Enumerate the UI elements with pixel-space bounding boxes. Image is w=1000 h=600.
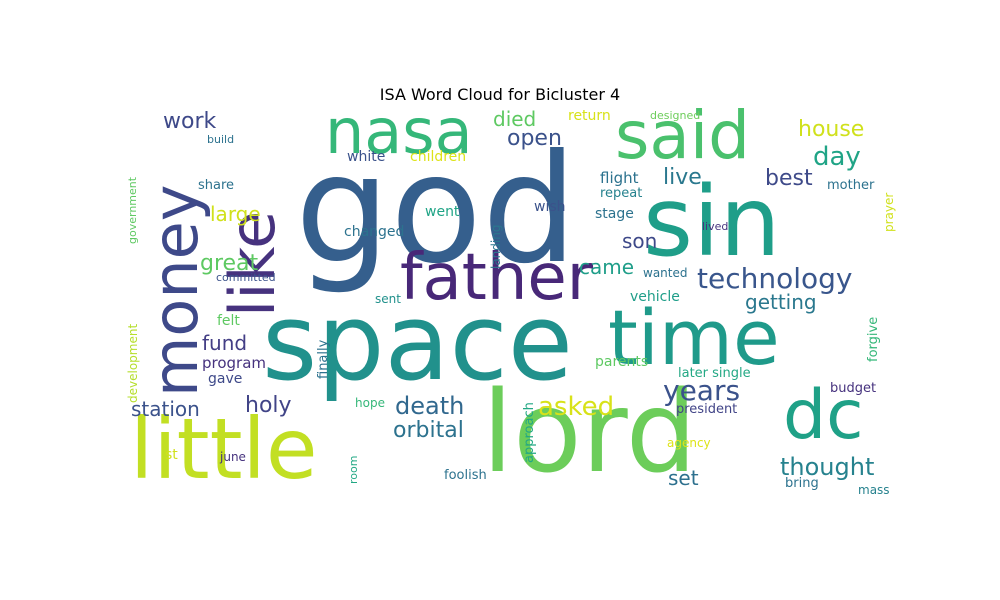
word-sent: sent xyxy=(375,292,401,306)
word-gave: gave xyxy=(208,371,243,387)
word-committed: committed xyxy=(216,271,276,284)
word-wish: wish xyxy=(534,199,566,215)
word-cloud: god space sin time lord little father na… xyxy=(125,107,900,499)
word-st: st xyxy=(165,447,178,463)
word-little: little xyxy=(130,400,318,498)
word-asked: asked xyxy=(538,392,615,422)
word-said: said xyxy=(615,107,751,174)
word-lived: lived xyxy=(702,220,729,233)
word-development: development xyxy=(126,323,140,403)
word-father: father xyxy=(400,241,594,315)
word-children: children xyxy=(410,149,467,165)
word-later-single: later single xyxy=(678,366,751,381)
word-came: came xyxy=(579,255,635,279)
word-holy: holy xyxy=(245,393,292,418)
word-son: son xyxy=(622,229,658,253)
word-foolish: foolish xyxy=(444,468,487,483)
word-share: share xyxy=(198,178,235,193)
word-room: room xyxy=(347,455,360,484)
word-june: june xyxy=(220,450,246,464)
word-dc: dc xyxy=(783,376,864,455)
word-mass: mass xyxy=(858,483,890,497)
word-thought: thought xyxy=(780,453,875,481)
word-prayer: prayer xyxy=(882,192,896,232)
word-died: died xyxy=(493,107,537,131)
word-went: went xyxy=(425,204,460,220)
word-god: god xyxy=(295,123,578,297)
word-stage: stage xyxy=(595,206,634,222)
word-mother: mother xyxy=(827,178,875,193)
word-designed: designed xyxy=(650,109,701,122)
word-station: station xyxy=(131,397,200,421)
word-program: program xyxy=(202,354,267,372)
word-white: white xyxy=(347,149,386,165)
word-flight: flight xyxy=(600,169,639,187)
word-orbital: orbital xyxy=(393,418,464,443)
word-sin: sin xyxy=(643,166,781,278)
word-live: live xyxy=(663,165,702,190)
word-landing: landing xyxy=(489,224,503,269)
word-technology: technology xyxy=(697,262,853,295)
word-approach: approach xyxy=(522,402,537,463)
word-lord: lord xyxy=(482,368,697,498)
word-changed: changed xyxy=(344,224,405,240)
word-build: build xyxy=(207,133,235,146)
word-best: best xyxy=(765,166,813,191)
word-vehicle: vehicle xyxy=(630,289,680,305)
word-government: government xyxy=(126,176,139,244)
word-budget: budget xyxy=(830,381,877,396)
word-house: house xyxy=(798,117,865,142)
word-death: death xyxy=(395,392,465,420)
word-bring: bring xyxy=(785,476,819,491)
word-wanted: wanted xyxy=(643,266,688,280)
word-set: set xyxy=(668,466,699,490)
word-open: open xyxy=(507,126,562,151)
word-nasa: nasa xyxy=(325,107,473,168)
word-space: space xyxy=(262,281,573,404)
word-forgive: forgive xyxy=(866,316,881,362)
word-agency: agency xyxy=(667,436,711,450)
word-large: large xyxy=(210,202,261,226)
word-day: day xyxy=(813,142,861,172)
word-money: money xyxy=(139,184,212,397)
word-felt: felt xyxy=(217,313,240,329)
word-president: president xyxy=(676,402,738,417)
word-years: years xyxy=(663,374,741,407)
word-hope: hope xyxy=(355,396,385,410)
word-return: return xyxy=(568,108,611,124)
word-fund: fund xyxy=(202,331,248,355)
chart-title: ISA Word Cloud for Bicluster 4 xyxy=(379,85,621,104)
word-time: time xyxy=(608,293,780,382)
word-getting: getting xyxy=(745,290,817,314)
word-repeat: repeat xyxy=(600,186,643,201)
word-great: great xyxy=(200,251,259,276)
word-parents: parents xyxy=(595,354,649,370)
word-finally: finally xyxy=(316,339,331,379)
word-work: work xyxy=(163,109,217,134)
